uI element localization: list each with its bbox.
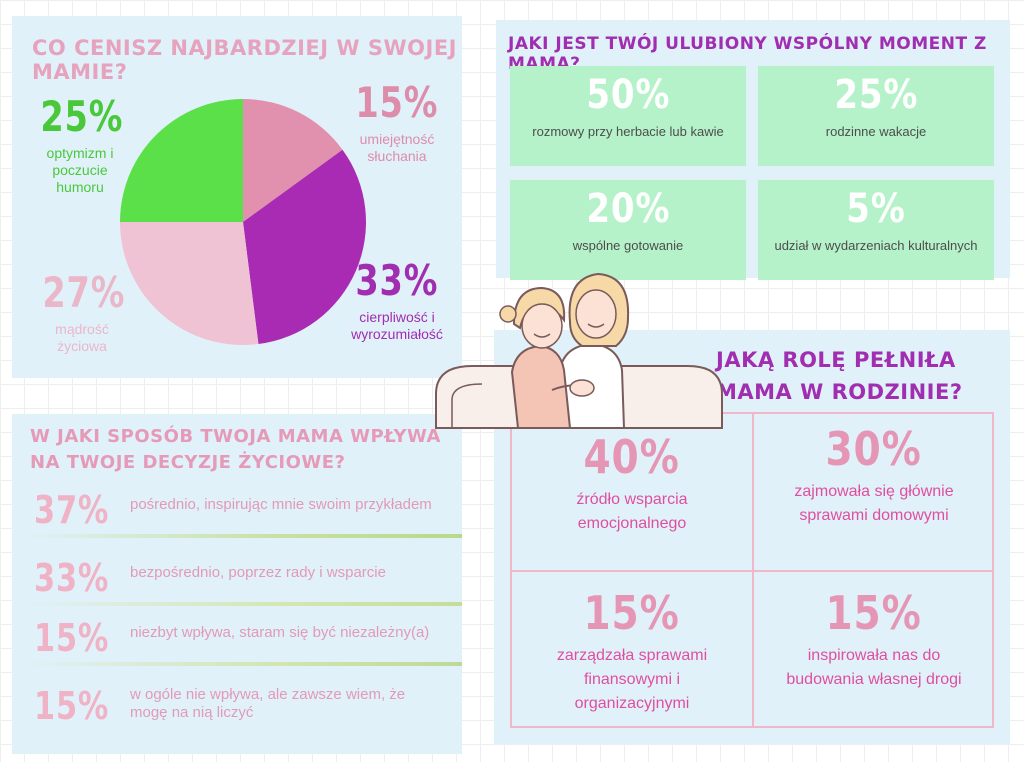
pie-value: 25% xyxy=(40,92,124,141)
pie-category: umiejętność słuchania xyxy=(359,131,435,164)
moment-tile: 20% wspólne gotowanie xyxy=(510,180,746,280)
pie-category: optymizm i poczucie humoru xyxy=(46,145,114,195)
moment-label: udział w wydarzeniach kulturalnych xyxy=(774,238,978,253)
role-value: 30% xyxy=(825,422,923,476)
influence-row: 15% niezbyt wpływa, staram się być nieza… xyxy=(12,610,462,666)
influence-row: 37% pośrednio, inspirując mnie swoim prz… xyxy=(12,482,462,538)
mother-child-illustration xyxy=(435,272,723,429)
influence-title: W JAKI SPOSÓB TWOJA MAMA WPŁYWA NA TWOJE… xyxy=(30,426,441,473)
pie-label-optimism: 25% optymizm i poczucie humoru xyxy=(30,92,130,196)
role-value: 40% xyxy=(583,430,681,484)
role-label: źródło wsparcia emocjonalnego xyxy=(576,491,688,532)
influence-panel: W JAKI SPOSÓB TWOJA MAMA WPŁYWA NA TWOJE… xyxy=(12,414,462,754)
role-cell: 40% źródło wsparcia emocjonalnego xyxy=(512,430,752,536)
grid-divider xyxy=(512,570,992,572)
pie-category: cierpliwość i wyrozumiałość xyxy=(351,309,443,342)
row-divider xyxy=(20,662,462,666)
pie-slice xyxy=(120,99,243,222)
moment-tile: 50% rozmowy przy herbacie lub kawie xyxy=(510,66,746,166)
influence-label: niezbyt wpływa, staram się być niezależn… xyxy=(130,624,430,641)
influence-label: pośrednio, inspirując mnie swoim przykła… xyxy=(130,496,432,513)
influence-row: 15% w ogóle nie wpływa, ale zawsze wiem,… xyxy=(12,676,462,742)
role-cell: 30% zajmowała się głównie sprawami domow… xyxy=(754,422,994,528)
influence-value: 15% xyxy=(34,684,110,728)
moment-label: rodzinne wakacje xyxy=(825,124,927,139)
pie-slice xyxy=(120,222,259,345)
role-cell: 15% inspirowała nas do budowania własnej… xyxy=(754,586,994,692)
pie-label-wisdom: 27% mądrość życiowa xyxy=(32,268,132,355)
pie-category: mądrość życiowa xyxy=(55,321,109,354)
row-divider xyxy=(20,602,462,606)
role-label: zarządzała sprawami finansowymi i organi… xyxy=(556,647,708,712)
moment-tile: 5% udział w wydarzeniach kulturalnych xyxy=(758,180,994,280)
pie-value: 15% xyxy=(355,78,439,127)
pie-label-listening: 15% umiejętność słuchania xyxy=(342,78,452,165)
influence-value: 37% xyxy=(34,488,110,532)
influence-value: 33% xyxy=(34,556,110,600)
moments-panel: JAKI JEST TWÓJ ULUBIONY WSPÓLNY MOMENT Z… xyxy=(496,20,1010,280)
moment-value: 50% xyxy=(586,72,670,118)
moment-value: 5% xyxy=(846,186,906,232)
role-label: zajmowała się głównie sprawami domowymi xyxy=(794,483,954,524)
influence-value: 15% xyxy=(34,616,110,660)
role-grid: 40% źródło wsparcia emocjonalnego 30% za… xyxy=(510,412,994,728)
pie-value: 33% xyxy=(355,256,439,305)
influence-label: bezpośrednio, poprzez rady i wsparcie xyxy=(130,564,386,581)
role-value: 15% xyxy=(583,586,681,640)
role-label: inspirowała nas do budowania własnej dro… xyxy=(786,647,962,688)
pie-title: CO CENISZ NAJBARDZIEJ W SWOJEJ MAMIE? xyxy=(32,36,457,84)
moment-value: 20% xyxy=(586,186,670,232)
row-divider xyxy=(20,534,462,538)
pie-value: 27% xyxy=(42,268,126,317)
pie-panel: CO CENISZ NAJBARDZIEJ W SWOJEJ MAMIE? 15… xyxy=(12,16,462,378)
moment-label: wspólne gotowanie xyxy=(572,238,684,253)
moment-label: rozmowy przy herbacie lub kawie xyxy=(532,124,724,139)
pie-label-patience: 33% cierpliwość i wyrozumiałość xyxy=(332,256,462,343)
role-title: JAKĄ ROLĘ PEŁNIŁA MAMA W RODZINIE? xyxy=(716,348,963,404)
moment-tile: 25% rodzinne wakacje xyxy=(758,66,994,166)
role-value: 15% xyxy=(825,586,923,640)
pie-slice xyxy=(243,99,343,222)
moment-value: 25% xyxy=(834,72,918,118)
influence-label: w ogóle nie wpływa, ale zawsze wiem, że … xyxy=(130,686,406,721)
pie-chart xyxy=(120,99,366,345)
influence-row: 33% bezpośrednio, poprzez rady i wsparci… xyxy=(12,550,462,606)
role-cell: 15% zarządzała sprawami finansowymi i or… xyxy=(512,586,752,716)
pie-slice xyxy=(243,149,366,345)
